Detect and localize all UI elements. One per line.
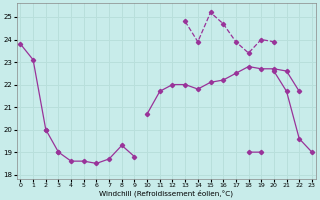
X-axis label: Windchill (Refroidissement éolien,°C): Windchill (Refroidissement éolien,°C)	[99, 189, 233, 197]
